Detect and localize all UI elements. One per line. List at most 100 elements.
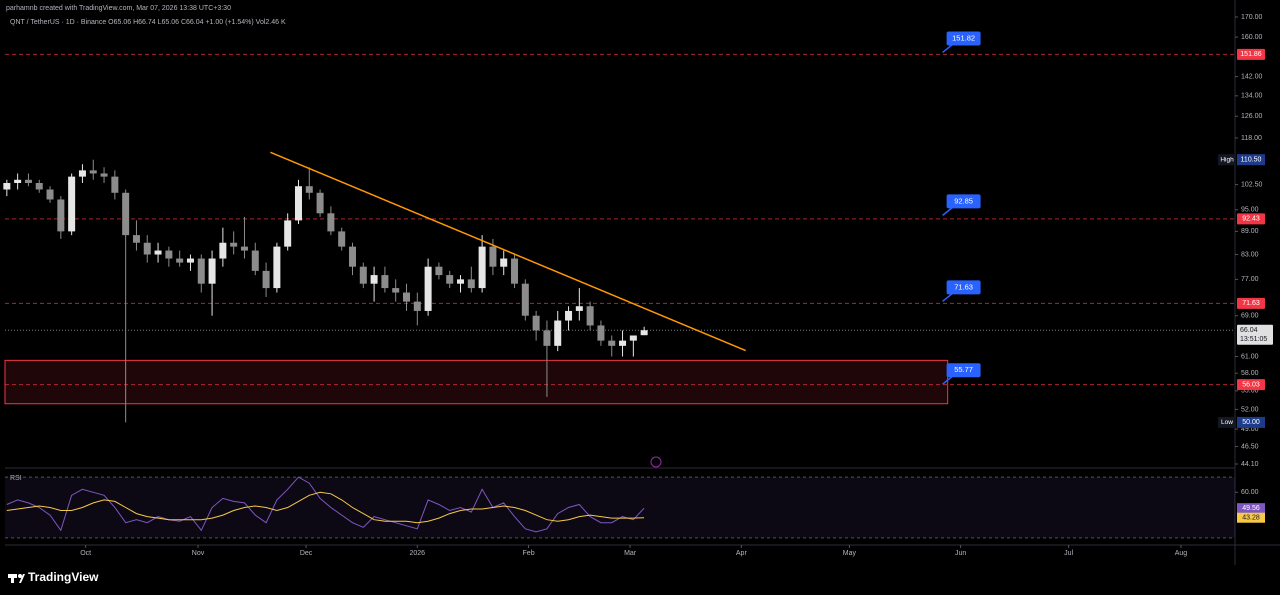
- y-tick-label: 170.00: [1241, 14, 1263, 21]
- candle-body: [68, 176, 76, 232]
- y-tick-label: 77.00: [1241, 276, 1259, 283]
- y-tick-label: 46.50: [1241, 443, 1259, 450]
- extreme-name: High: [1220, 156, 1234, 163]
- extreme-tag: [1237, 416, 1265, 428]
- candle-body: [35, 182, 43, 190]
- candle-body: [381, 275, 389, 289]
- callout-label: 71.63: [954, 282, 973, 291]
- candle-body: [78, 170, 86, 177]
- x-tick-label: Dec: [300, 550, 313, 557]
- candle-body: [478, 246, 486, 289]
- level-tag-label: 92.43: [1242, 216, 1260, 223]
- candle-body: [446, 275, 454, 284]
- candle-body: [122, 192, 130, 236]
- extreme-name: Low: [1221, 419, 1233, 426]
- y-tick-label: 55.00: [1241, 388, 1259, 395]
- candle-body: [186, 258, 194, 263]
- y-tick-label: 118.00: [1241, 135, 1262, 142]
- candle-body: [597, 325, 605, 341]
- x-tick-label: Feb: [523, 550, 535, 557]
- candle-body: [14, 179, 22, 183]
- candle-body: [132, 235, 140, 243]
- candle-body: [240, 246, 248, 251]
- candle-body: [57, 199, 65, 232]
- last-price-tag: [1237, 324, 1273, 345]
- candle-body: [521, 283, 529, 316]
- candle-body: [230, 242, 238, 247]
- candle-body: [305, 186, 313, 193]
- candle-body: [413, 301, 421, 311]
- candle-body: [251, 250, 259, 271]
- logo: [8, 574, 25, 583]
- candle-body: [619, 340, 627, 346]
- candle-body: [424, 266, 432, 311]
- level-tag: [1237, 213, 1265, 225]
- candle-body: [392, 288, 400, 293]
- rsi-tag-label: 49.56: [1242, 505, 1260, 512]
- trendline: [270, 151, 746, 352]
- x-tick-label: 2026: [410, 550, 426, 557]
- candle-body: [176, 258, 184, 263]
- x-tick-label: Jul: [1064, 550, 1073, 557]
- x-tick-label: Mar: [624, 550, 637, 557]
- callout-label: 151.82: [952, 33, 975, 42]
- candle-body: [273, 246, 281, 289]
- candle-body: [197, 258, 205, 284]
- candle-body: [219, 242, 227, 259]
- rsi-tag: [1237, 512, 1265, 523]
- candle-body: [489, 246, 497, 267]
- candle-body: [24, 179, 32, 183]
- x-tick-label: Nov: [192, 550, 205, 557]
- candle-body: [284, 220, 292, 247]
- last-price-label: 66.04: [1240, 327, 1258, 334]
- extreme-name-tag: [1218, 416, 1236, 428]
- callout-label: 55.77: [954, 365, 973, 374]
- logo-part: [11, 574, 14, 583]
- candle-body: [262, 270, 270, 289]
- candle-body: [511, 258, 519, 284]
- candle-body: [359, 266, 367, 284]
- extreme-name-tag: [1218, 154, 1236, 166]
- rsi-line: [6, 491, 645, 524]
- candle-body: [543, 330, 551, 346]
- y-tick-label: 58.00: [1241, 370, 1259, 377]
- y-tick-label: 61.00: [1241, 353, 1259, 360]
- x-tick-label: Apr: [736, 550, 748, 557]
- candle-body: [500, 258, 508, 267]
- x-tick-label: Jun: [955, 550, 966, 557]
- candle-body: [316, 192, 324, 214]
- rsi-tag-label: 43.28: [1242, 515, 1260, 522]
- extreme-tag: [1237, 154, 1265, 166]
- y-tick-label: 134.00: [1241, 93, 1263, 100]
- rsi-band: [5, 477, 1235, 538]
- candle-body: [467, 279, 475, 289]
- y-tick-label: 126.00: [1241, 113, 1263, 120]
- candle-body: [640, 330, 648, 336]
- level-tag: [1237, 297, 1265, 309]
- logo-part: [19, 574, 25, 583]
- callout-pointer: [942, 206, 954, 216]
- candle-body: [165, 250, 173, 259]
- event-icon: [650, 456, 662, 468]
- countdown: 13:51:05: [1240, 336, 1267, 343]
- candle-body: [370, 275, 378, 284]
- candle-body: [457, 279, 465, 284]
- y-tick-label: 52.00: [1241, 406, 1259, 413]
- callout-box: [946, 363, 981, 378]
- logo-part: [18, 574, 22, 578]
- candle-body: [575, 306, 583, 311]
- y-tick-label: 69.00: [1241, 313, 1259, 320]
- symbol-line: QNT / TetherUS · 1D · Binance O65.06 H66…: [10, 19, 286, 26]
- candle-body: [403, 292, 411, 302]
- y-tick-label: 160.00: [1241, 34, 1263, 41]
- y-tick-label: 44.10: [1241, 461, 1259, 468]
- callout-pointer: [942, 292, 954, 302]
- candle-body: [565, 310, 573, 321]
- support-zone: [4, 359, 949, 405]
- rsi-title: RSI: [10, 475, 22, 482]
- y-tick-label: 142.00: [1241, 73, 1263, 80]
- level-tag: [1237, 379, 1265, 391]
- extreme-value: 110.50: [1241, 157, 1262, 164]
